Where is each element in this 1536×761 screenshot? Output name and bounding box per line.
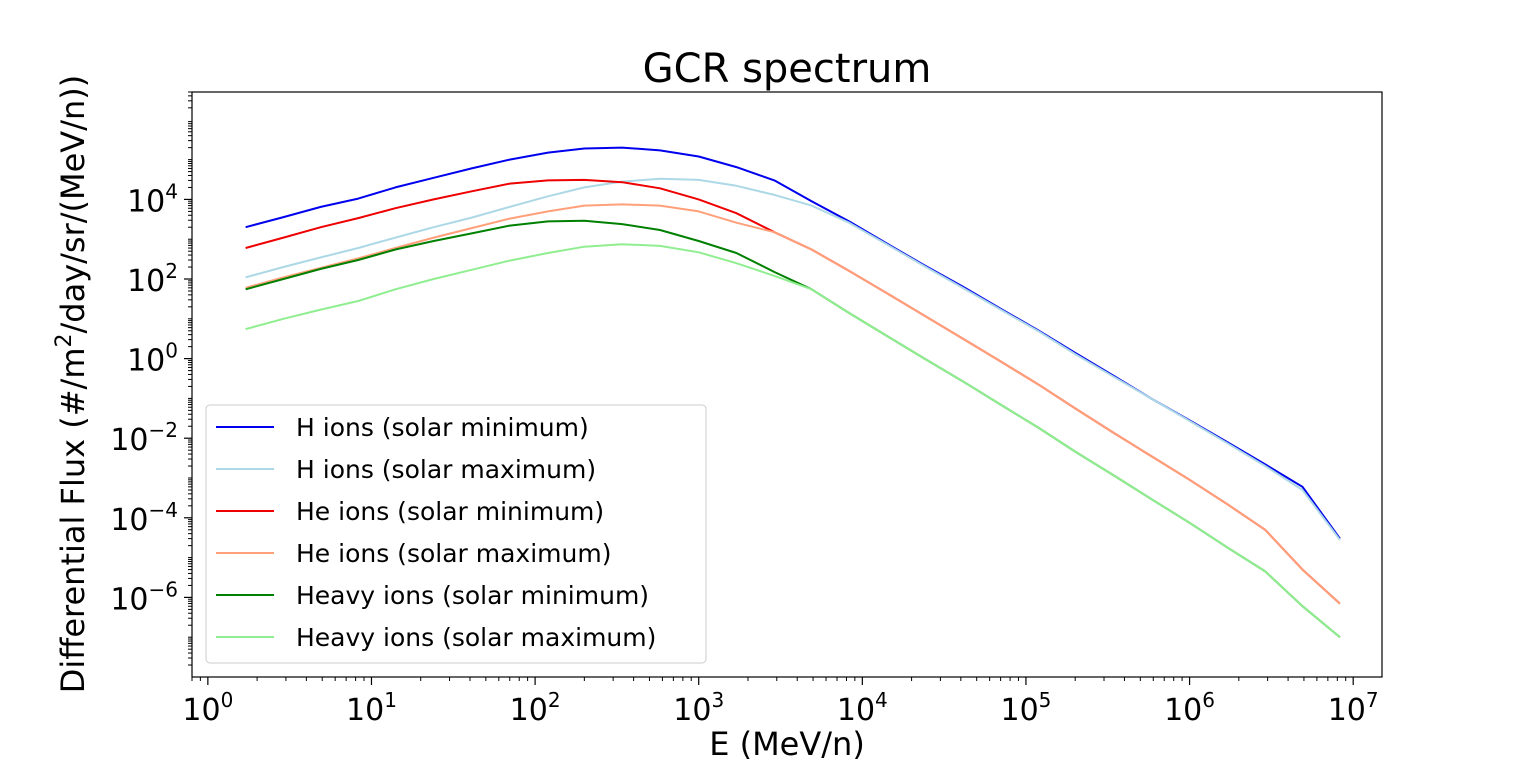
x-tick-label: 104 — [837, 688, 888, 728]
x-tick-label: 105 — [1000, 688, 1051, 728]
legend-label-5: Heavy ions (solar minimum) — [296, 581, 649, 610]
plot-frame — [191, 91, 1383, 678]
legend-box — [205, 404, 707, 664]
legend-label-1: H ions (solar minimum) — [296, 413, 589, 442]
chart-title: GCR spectrum — [643, 46, 932, 92]
series-line-2 — [245, 177, 1341, 541]
y-axis-label-sup: 2 — [52, 334, 77, 348]
legend-label-2: H ions (solar maximum) — [296, 455, 596, 484]
x-tick-label: 100 — [182, 688, 233, 728]
y-tick-label: 100 — [127, 339, 178, 379]
legend-label-4: He ions (solar maximum) — [296, 539, 611, 568]
y-tick-label: 104 — [127, 179, 178, 219]
x-tick-label: 102 — [510, 688, 561, 728]
x-tick-label: 107 — [1328, 688, 1379, 728]
y-tick-label: 102 — [127, 259, 178, 299]
y-tick-label: 10−6 — [110, 577, 178, 617]
series-line-6 — [245, 243, 1341, 638]
legend-label-6: Heavy ions (solar maximum) — [296, 623, 656, 652]
y-axis-label-start: Differential Flux (#/m — [54, 348, 92, 694]
legend: H ions (solar minimum) H ions (solar maxi… — [205, 404, 707, 664]
x-tick-label: 101 — [346, 688, 397, 728]
x-tick-label: 106 — [1164, 688, 1215, 728]
y-axis-label: Differential Flux (#/m2/day/sr/(MeV/n)) — [52, 75, 92, 693]
x-tick-label: 103 — [673, 688, 724, 728]
y-tick-label: 10−4 — [110, 498, 178, 538]
x-axis-ticks: 100 101 102 103 104 105 106 107 — [182, 677, 1379, 728]
y-axis-label-end: /day/sr/(MeV/n)) — [54, 75, 92, 334]
y-tick-label: 10−2 — [110, 418, 178, 458]
legend-label-3: He ions (solar minimum) — [296, 497, 604, 526]
series-layer — [245, 146, 1341, 638]
x-axis-label: E (MeV/n) — [709, 725, 865, 761]
y-axis-ticks: 10−6 10−4 10−2 100 102 104 — [110, 91, 192, 666]
series-line-4 — [245, 203, 1341, 605]
